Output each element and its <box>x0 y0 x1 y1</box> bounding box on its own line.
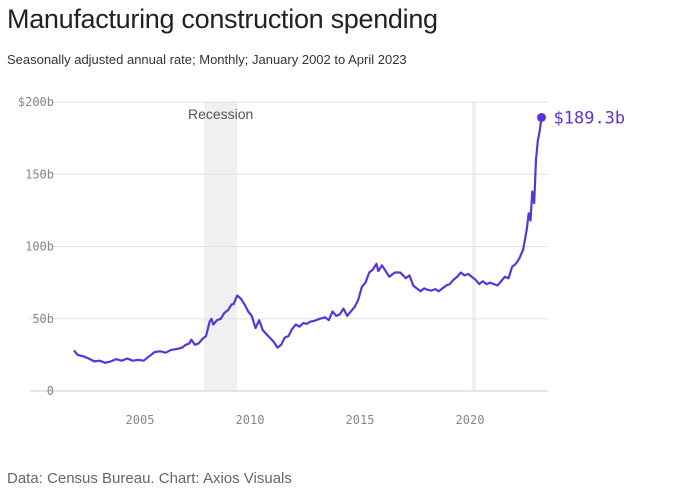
y-tick-label: 100b <box>25 240 54 254</box>
y-tick-label: $200b <box>18 95 54 109</box>
end-point-marker <box>537 112 546 122</box>
y-tick-label: 50b <box>32 312 54 326</box>
end-value-label: $189.3b <box>554 108 626 128</box>
y-tick-label: 0 <box>47 384 54 398</box>
source-note: Data: Census Bureau. Chart: Axios Visual… <box>7 470 292 487</box>
recession-label: Recession <box>188 106 253 122</box>
chart-subtitle: Seasonally adjusted annual rate; Monthly… <box>7 52 407 67</box>
x-tick-label: 2020 <box>456 413 485 427</box>
y-tick-label: 150b <box>25 167 54 181</box>
series-line <box>73 117 543 364</box>
x-tick-label: 2005 <box>126 413 155 427</box>
x-tick-label: 2015 <box>346 413 375 427</box>
x-tick-label: 2010 <box>236 413 265 427</box>
chart-title: Manufacturing construction spending <box>7 4 438 34</box>
